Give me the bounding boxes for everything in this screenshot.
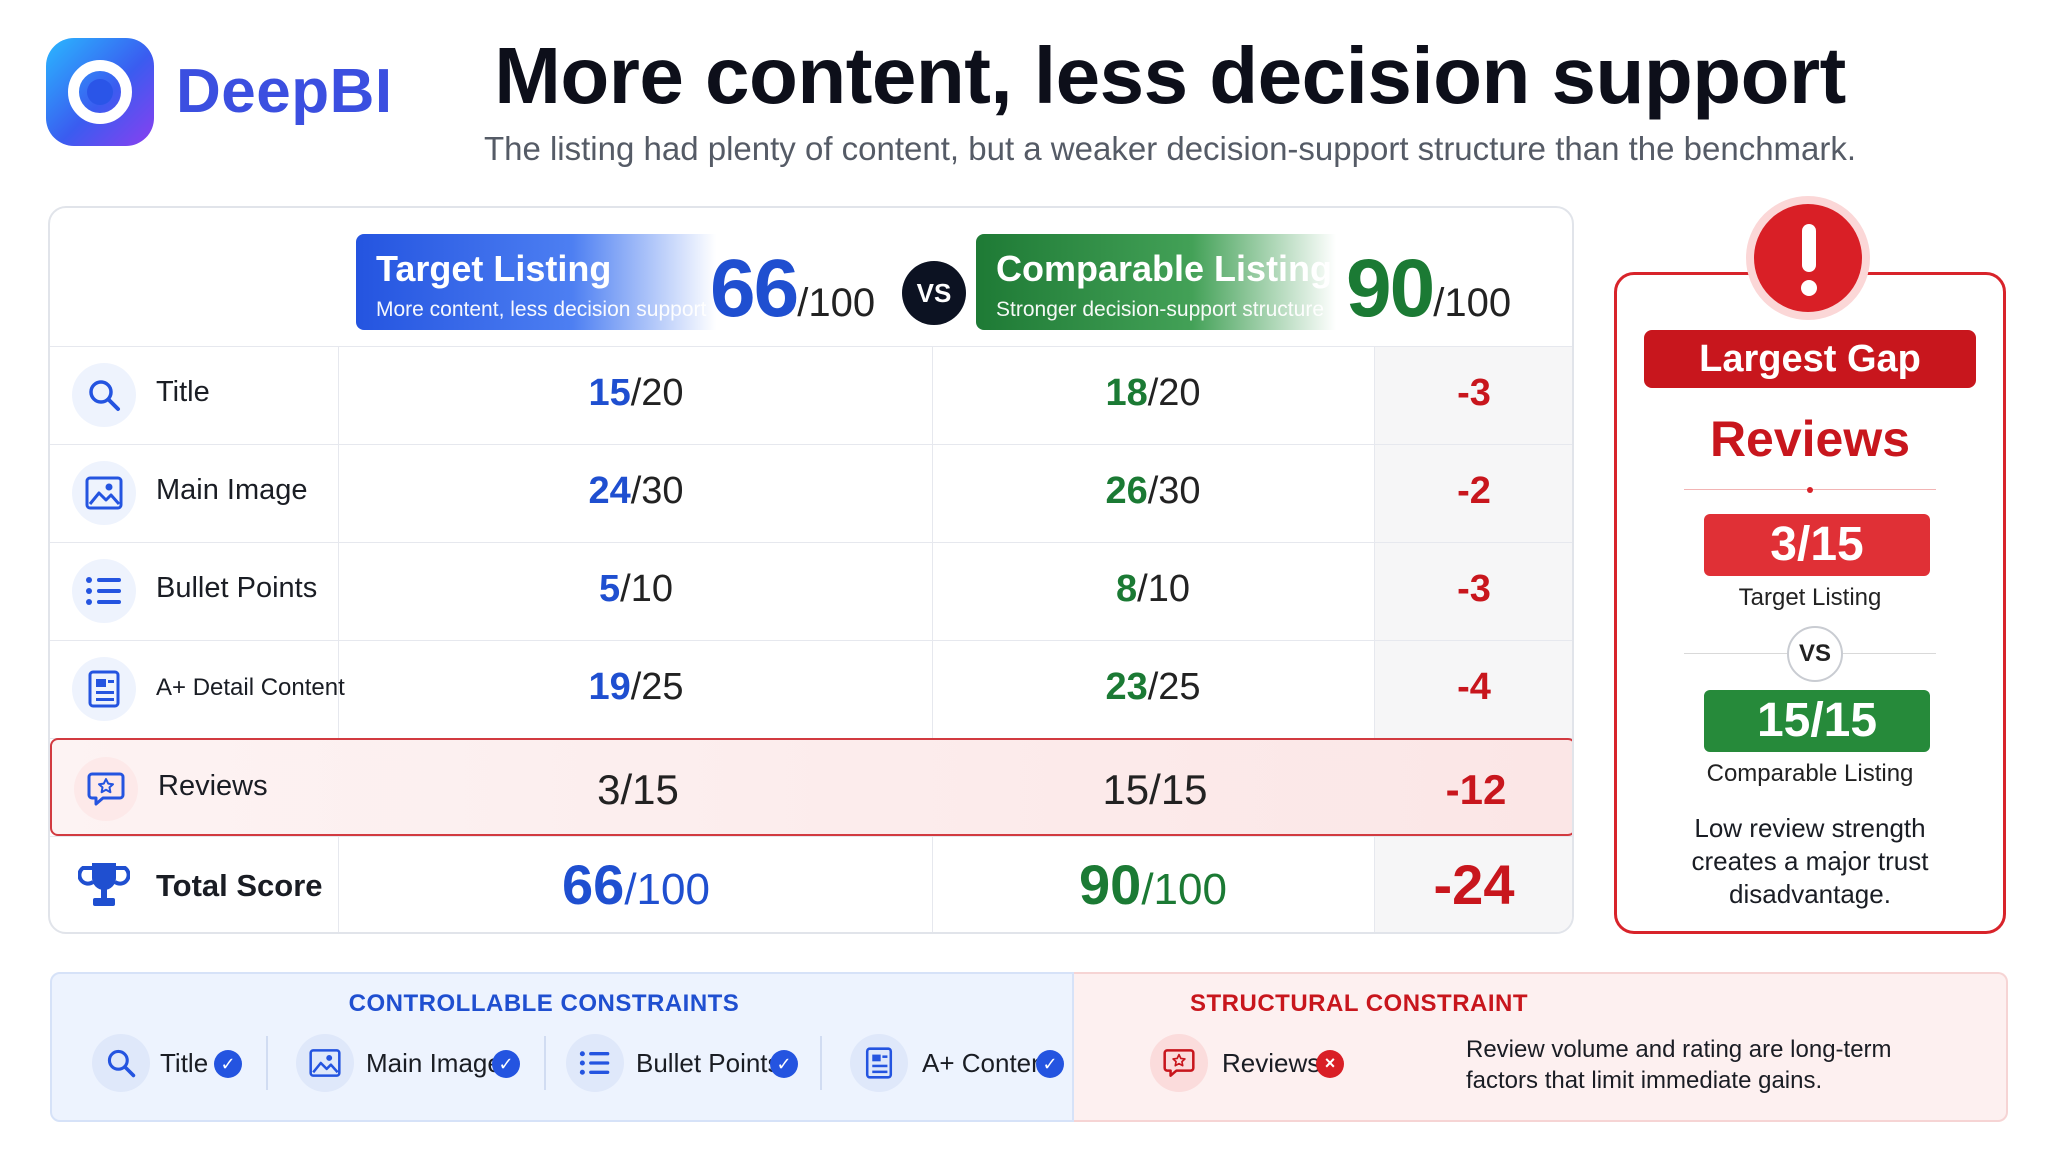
table-row-reviews-highlighted: Reviews 3/15 15/15 -12 [50,738,1572,836]
list-icon [566,1034,624,1092]
check-icon: ✓ [492,1050,520,1078]
score-delta: -4 [1457,666,1491,708]
score-delta: -3 [1457,568,1491,610]
comparable-listing-subtitle: Stronger decision-support structure [996,298,1324,321]
gap-comparable-score: 15/15 [1704,690,1930,752]
comparable-score: 15/15 [1102,766,1208,813]
gap-target-score: 3/15 [1704,514,1930,576]
comparable-score: 18/20 [1105,372,1201,414]
row-label: Total Score [156,868,323,903]
check-icon: ✓ [1036,1050,1064,1078]
check-icon: ✓ [214,1050,242,1078]
image-icon [296,1034,354,1092]
row-label: Title [156,376,210,408]
check-icon: ✓ [770,1050,798,1078]
target-total-score: 66/100 [710,243,876,334]
target-listing-title: Target Listing [376,248,612,289]
table-row-bullet-points: Bullet Points 5/10 8/10 -3 [50,542,1572,640]
table-row-total-score: Total Score 66/100 90/100 -24 [50,836,1572,932]
review-star-icon [74,757,138,821]
table-row-a-plus-content: A+ Detail Content 19/25 23/25 -4 [50,640,1572,738]
comparable-score: 8/10 [1116,568,1190,610]
target-score: 24/30 [588,470,684,512]
target-score: 19/25 [588,666,684,708]
search-icon [72,363,136,427]
alert-icon [1746,196,1870,320]
row-label: Reviews [158,770,268,802]
constraint-label: A+ Content [922,1048,1053,1078]
document-icon [72,657,136,721]
structural-constraint-panel [1074,972,2008,1122]
largest-gap-badge: Largest Gap [1644,330,1976,388]
table-row-title: Title 15/20 18/20 -3 [50,346,1572,444]
divider [544,1036,546,1090]
comparable-listing-header: Comparable Listing Stronger decision-sup… [976,234,1336,330]
row-label: Bullet Points [156,572,318,604]
document-icon [850,1034,908,1092]
constraint-label: Reviews [1222,1048,1321,1078]
table-row-main-image: Main Image 24/30 26/30 -2 [50,444,1572,542]
target-score: 5/10 [599,568,673,610]
target-score: 15/20 [588,372,684,414]
list-icon [72,559,136,623]
comparable-total-score: 90/100 [1346,243,1512,334]
gap-note: Low review strength creates a major trus… [1691,813,1929,909]
divider-dot [1807,487,1813,493]
score-comparison-table: Target Listing More content, less decisi… [48,206,1574,934]
comparable-listing-title: Comparable Listing [996,248,1333,289]
gap-target-label: Target Listing [1738,584,1882,611]
score-delta: -12 [1445,766,1507,813]
score-delta: -2 [1457,470,1491,512]
comparable-score: 26/30 [1105,470,1201,512]
constraint-label: Bullet Points [636,1048,781,1078]
divider [820,1036,822,1090]
page-subtitle: The listing had plenty of content, but a… [483,130,1857,167]
largest-gap-metric: Reviews [1709,411,1911,467]
vs-badge: VS [902,261,966,325]
comparable-score: 23/25 [1105,666,1201,708]
comparable-total: 90/100 [1079,853,1227,916]
structural-constraint-note: Review volume and rating are long-term f… [1466,1036,1892,1094]
target-listing-subtitle: More content, less decision support [376,298,707,321]
constraint-label: Main Image [366,1048,502,1078]
brand-name: DeepBI [176,57,393,126]
deepbi-logo [46,38,154,146]
divider [266,1036,268,1090]
total-delta: -24 [1433,853,1515,916]
trophy-icon [72,853,136,917]
structural-constraint-title: STRUCTURAL CONSTRAINT [1190,990,1529,1017]
score-delta: -3 [1457,372,1491,414]
page-title: More content, less decision support [494,31,1846,120]
controllable-constraints-title: CONTROLLABLE CONSTRAINTS [348,990,740,1017]
review-star-icon [1150,1034,1208,1092]
target-total: 66/100 [562,853,710,916]
search-icon [92,1034,150,1092]
target-score: 3/15 [597,766,679,813]
image-icon [72,461,136,525]
gap-vs-badge: VS [1787,626,1843,682]
gap-comparable-label: Comparable Listing [1706,760,1914,787]
target-listing-header: Target Listing More content, less decisi… [356,234,716,330]
constraint-label: Title [160,1048,209,1078]
row-label: Main Image [156,474,308,506]
row-label: A+ Detail Content [156,674,345,701]
x-icon: × [1316,1050,1344,1078]
